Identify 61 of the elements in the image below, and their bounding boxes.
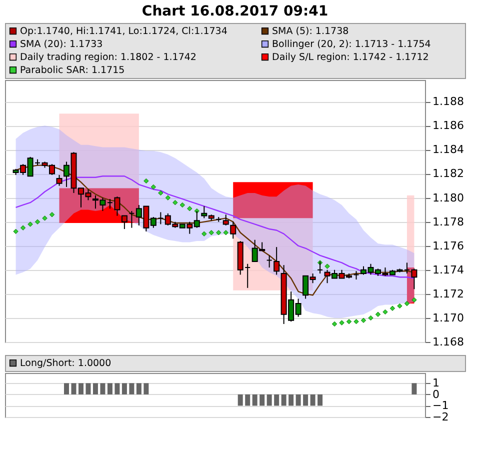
point xyxy=(332,321,338,327)
y-tick-label: 1.188 xyxy=(432,95,464,108)
legend-label: Long/Short: 1.0000 xyxy=(20,358,112,369)
point xyxy=(208,230,214,236)
y-tick-label: 1.182 xyxy=(432,167,464,180)
point xyxy=(223,230,228,236)
y-tick-label: 1.168 xyxy=(432,336,464,348)
legend-label: Bollinger (20, 2): 1.1713 - 1.1754 xyxy=(272,39,431,50)
point xyxy=(368,315,374,321)
point xyxy=(180,202,185,208)
point xyxy=(165,195,171,200)
y-tick-label: 0 xyxy=(432,388,440,401)
legend-label: Parabolic SAR: 1.1715 xyxy=(20,65,125,76)
point xyxy=(144,178,149,184)
y-tick-label: 1 xyxy=(432,376,440,390)
point xyxy=(172,200,178,206)
point xyxy=(202,231,207,236)
candlestick xyxy=(56,174,62,186)
point xyxy=(158,190,164,196)
chart-title: Chart 16.08.2017 09:41 xyxy=(142,4,328,20)
point xyxy=(375,312,381,317)
candlestick xyxy=(274,246,280,276)
legend-label: Daily trading region: 1.1802 - 1.1742 xyxy=(20,52,196,63)
point xyxy=(28,222,33,227)
point xyxy=(404,300,410,306)
point xyxy=(150,184,156,190)
legend-label: SMA (20): 1.1733 xyxy=(20,39,103,50)
point xyxy=(397,303,402,309)
point xyxy=(324,264,330,269)
point xyxy=(390,306,396,311)
y-tick-label: −1 xyxy=(432,399,449,412)
y-tick-label: 1.170 xyxy=(432,311,464,324)
y-tick-label: 1.186 xyxy=(432,119,464,132)
y-tick-label: 1.180 xyxy=(432,191,464,204)
point xyxy=(360,318,366,323)
candlestick xyxy=(266,254,272,268)
point xyxy=(13,228,18,234)
y-tick-label: −2 xyxy=(432,410,449,424)
y-tick-label: 1.178 xyxy=(432,215,464,228)
point xyxy=(339,320,344,326)
point xyxy=(216,230,222,236)
legend-label: Daily S/L region: 1.1742 - 1.1712 xyxy=(272,52,429,63)
candlestick xyxy=(121,215,128,230)
candlestick xyxy=(222,214,229,226)
legend-label: SMA (5): 1.1738 xyxy=(272,26,349,37)
point xyxy=(20,225,26,230)
point xyxy=(34,219,40,224)
point xyxy=(382,309,388,315)
point xyxy=(187,206,192,212)
point xyxy=(412,297,417,303)
legend-label: Op:1.1740, Hi:1.1741, Lo:1.1724, Cl:1.1734 xyxy=(20,26,228,37)
y-tick-label: 1.172 xyxy=(432,287,464,300)
candlestick xyxy=(230,221,236,240)
y-tick-label: 1.174 xyxy=(432,263,464,276)
candlestick xyxy=(128,210,135,228)
y-tick-label: 1.176 xyxy=(432,239,464,252)
point xyxy=(42,216,48,221)
y-tick-label: 1.184 xyxy=(432,143,464,156)
point xyxy=(49,212,55,218)
point xyxy=(346,318,352,324)
point xyxy=(354,318,359,324)
